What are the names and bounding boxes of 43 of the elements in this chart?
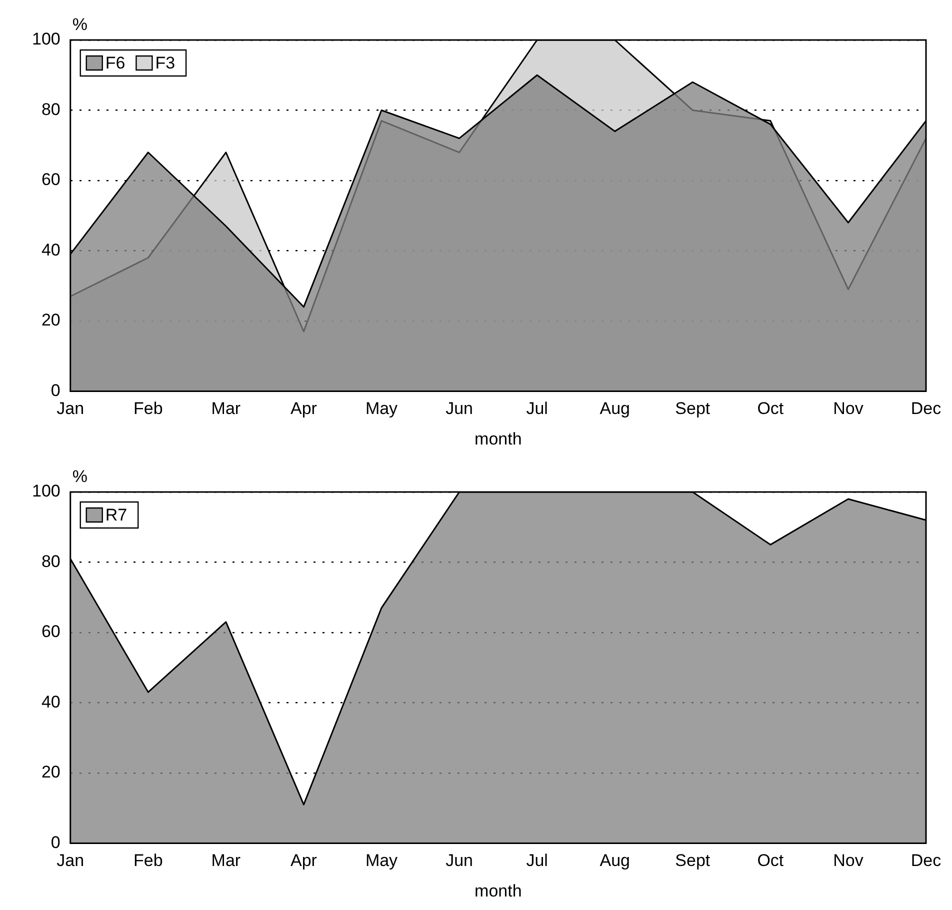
- y-tick-label: 80: [41, 100, 60, 119]
- legend-label: R7: [105, 506, 128, 525]
- y-tick-label: 100: [32, 482, 60, 501]
- x-tick-label: Jun: [446, 851, 473, 870]
- y-tick-label: 20: [41, 762, 60, 782]
- x-tick-label: Nov: [833, 851, 864, 870]
- y-axis-title: %: [72, 15, 88, 34]
- x-tick-label: Mar: [211, 851, 241, 870]
- x-tick-label: Mar: [211, 399, 241, 418]
- x-tick-label: Dec: [910, 399, 942, 418]
- x-tick-label: May: [365, 399, 398, 418]
- x-tick-label: Jun: [446, 399, 473, 418]
- x-axis-title: month: [474, 429, 522, 448]
- x-tick-label: Apr: [290, 851, 318, 870]
- x-tick-label: Sept: [675, 851, 710, 870]
- y-tick-label: 60: [41, 622, 60, 642]
- y-tick-label: 0: [50, 832, 60, 852]
- x-tick-label: Nov: [833, 399, 864, 418]
- legend-label: F3: [155, 54, 176, 73]
- y-tick-label: 40: [41, 692, 60, 712]
- x-tick-label: May: [365, 851, 398, 870]
- x-tick-label: Feb: [134, 851, 163, 870]
- x-tick-label: Oct: [757, 399, 784, 418]
- y-axis-title: %: [72, 467, 88, 486]
- x-tick-label: Jan: [56, 851, 84, 870]
- x-tick-label: Aug: [600, 851, 630, 870]
- x-tick-label: Sept: [675, 399, 710, 418]
- x-tick-label: Jan: [56, 399, 84, 418]
- x-tick-label: Jul: [526, 851, 548, 870]
- y-tick-label: 0: [50, 380, 60, 400]
- x-tick-label: Dec: [910, 851, 942, 870]
- y-tick-label: 60: [41, 170, 60, 190]
- y-tick-label: 100: [32, 30, 60, 49]
- x-tick-label: Aug: [600, 399, 630, 418]
- y-tick-label: 20: [41, 310, 60, 330]
- x-axis-title: month: [474, 881, 522, 900]
- y-tick-label: 80: [41, 552, 60, 571]
- x-tick-label: Apr: [290, 399, 318, 418]
- x-tick-label: Jul: [526, 399, 548, 418]
- x-tick-label: Feb: [134, 399, 163, 418]
- x-tick-label: Oct: [757, 851, 784, 870]
- y-tick-label: 40: [41, 240, 60, 260]
- legend-label: F6: [105, 54, 126, 73]
